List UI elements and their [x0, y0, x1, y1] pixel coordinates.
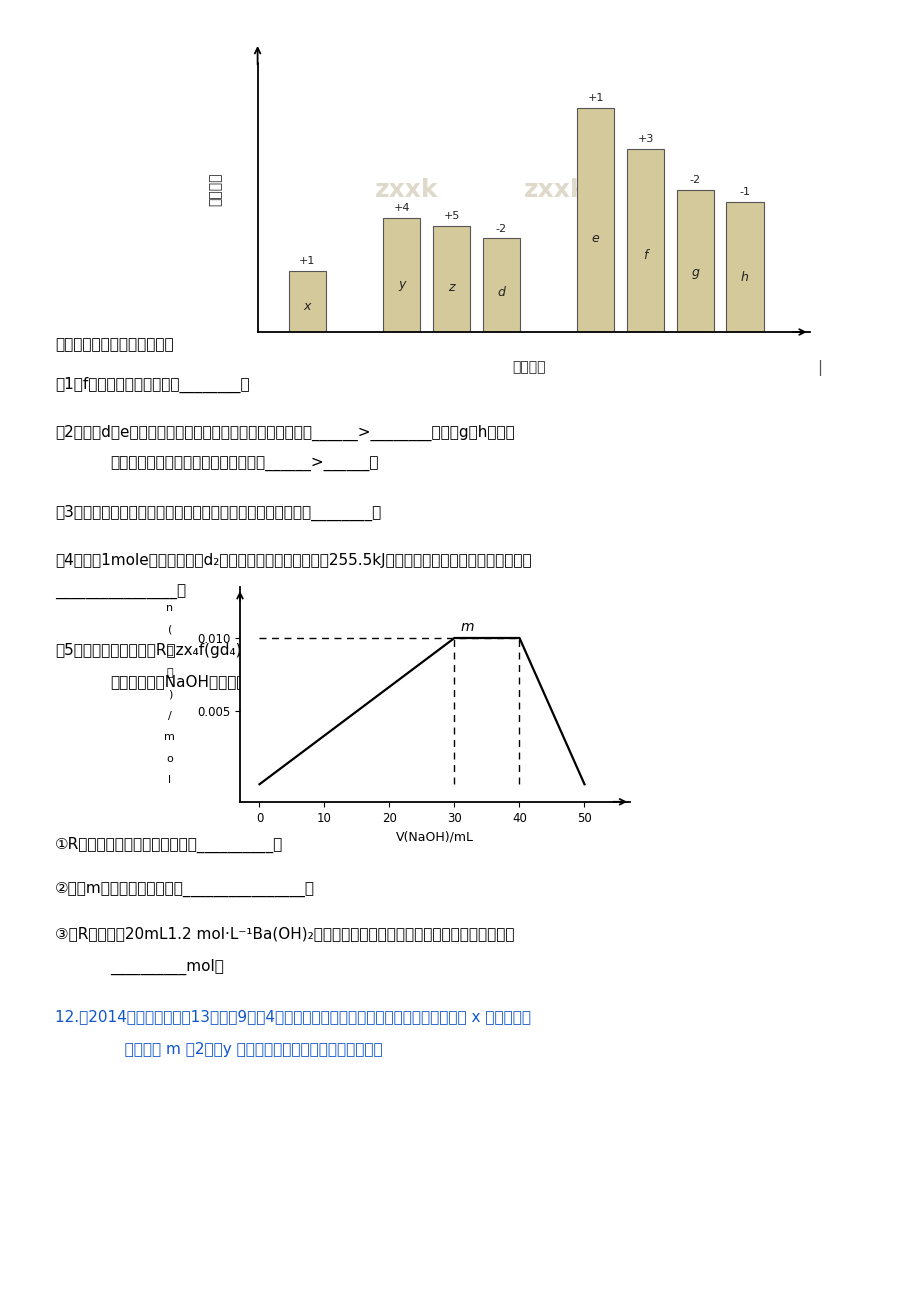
Text: m: m	[165, 732, 175, 742]
Text: +5: +5	[443, 211, 460, 221]
Text: e: e	[591, 232, 599, 245]
Text: y: y	[398, 277, 405, 290]
Text: +1: +1	[587, 94, 603, 103]
Text: g: g	[690, 266, 698, 279]
Bar	[576, 108, 614, 332]
Text: 淀: 淀	[166, 668, 173, 678]
Bar	[482, 238, 519, 332]
Text: （2）比较d、e常见离子的半径的小（用化学式表示，下同）______>________；比较g、h的最高: （2）比较d、e常见离子的半径的小（用化学式表示，下同）______>_____…	[55, 424, 515, 441]
Text: l: l	[168, 775, 171, 785]
Text: -2: -2	[495, 224, 506, 233]
Text: -2: -2	[689, 174, 700, 185]
Text: z: z	[448, 281, 454, 294]
Text: 原子序数: 原子序数	[511, 361, 545, 375]
Text: f: f	[642, 249, 647, 262]
Text: ③若R溶液改加20mL1.2 mol·L⁻¹Ba(OH)₂溶液，充分反应后，溶液中产生沉淀的物质的量为: ③若R溶液改加20mL1.2 mol·L⁻¹Ba(OH)₂溶液，充分反应后，溶液…	[55, 927, 514, 941]
Bar	[382, 217, 420, 332]
Text: （4）已知1mole的单质在足量d₂中燃烧，恢复至室温，放出255.5kJ热量，写出该反应的热化学方程式：: （4）已知1mole的单质在足量d₂中燃烧，恢复至室温，放出255.5kJ热量，…	[55, 553, 531, 568]
Text: __________mol。: __________mol。	[110, 958, 223, 975]
Text: （3）任选上述元素组成一种四原子共价化合物，写出其电子式________。: （3）任选上述元素组成一种四原子共价化合物，写出其电子式________。	[55, 505, 380, 521]
Text: ): )	[167, 689, 172, 699]
Text: n: n	[166, 603, 173, 613]
Text: -1: -1	[739, 187, 750, 197]
Text: x: x	[303, 299, 311, 312]
Text: 淀物质的量随NaOH溶液体积变化示意图如下：: 淀物质的量随NaOH溶液体积变化示意图如下：	[110, 674, 318, 690]
Text: d: d	[497, 286, 505, 299]
Text: 电子数是 m 的2倍，y 的氧化物具有两性。回答下列问题：: 电子数是 m 的2倍，y 的氧化物具有两性。回答下列问题：	[110, 1042, 382, 1057]
Text: h: h	[740, 271, 748, 284]
Text: 沉: 沉	[166, 646, 173, 656]
Bar	[433, 227, 470, 332]
Text: m: m	[460, 620, 474, 634]
Text: ②写出m点反应的离子方程式________________。: ②写出m点反应的离子方程式________________。	[55, 881, 314, 897]
Text: 原子半径: 原子半径	[208, 173, 222, 206]
Text: ①R离子浓度由大到小的顺序是：__________。: ①R离子浓度由大到小的顺序是：__________。	[55, 837, 283, 853]
Text: zxxk: zxxk	[524, 177, 587, 202]
Text: /: /	[168, 711, 172, 721]
Text: （5）上述元素可组成盐R：zx₄f(gd₄)₂,向盛有10mL1mol·L⁻¹R溶液的烧杯中滴加1mol·L⁻¹NaOH溶液，沉: （5）上述元素可组成盐R：zx₄f(gd₄)₂,向盛有10mL1mol·L⁻¹R…	[55, 643, 618, 658]
Text: 12.《2014年高考海南卷第13题》（9分）4种相邻的主族短周期元素的相对位置如表，元素 x 的原子核外: 12.《2014年高考海南卷第13题》（9分）4种相邻的主族短周期元素的相对位置…	[55, 1009, 530, 1025]
Text: +4: +4	[393, 203, 410, 214]
Text: +1: +1	[299, 256, 315, 266]
Text: 根据判断出的元素回答问题：: 根据判断出的元素回答问题：	[55, 337, 174, 352]
Text: zxxk: zxxk	[375, 177, 438, 202]
Text: (: (	[167, 625, 172, 635]
Bar	[675, 190, 713, 332]
Text: 价氧化物对应的水化物的酸性强弱是：______>______。: 价氧化物对应的水化物的酸性强弱是：______>______。	[110, 457, 378, 473]
Text: o: o	[166, 754, 173, 764]
Text: ________________。: ________________。	[55, 585, 186, 600]
Bar	[725, 202, 763, 332]
Text: |: |	[816, 361, 822, 376]
X-axis label: V(NaOH)/mL: V(NaOH)/mL	[395, 831, 473, 844]
Bar	[289, 271, 325, 332]
Bar	[626, 148, 664, 332]
Text: （1）f在元素周期表的位置是________。: （1）f在元素周期表的位置是________。	[55, 378, 249, 393]
Text: +3: +3	[637, 134, 653, 145]
